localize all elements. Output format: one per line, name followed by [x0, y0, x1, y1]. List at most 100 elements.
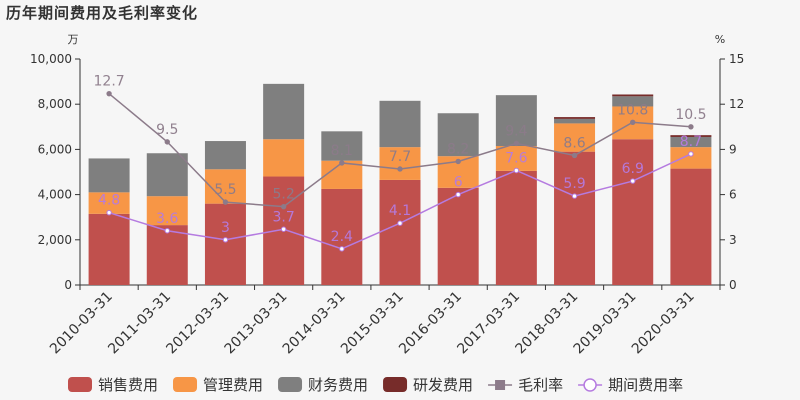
line-point	[222, 199, 229, 205]
bar-segment	[146, 196, 188, 226]
left-tick-label: 10,000	[30, 52, 72, 66]
data-label: 5.2	[273, 187, 295, 203]
legend-label: 毛利率	[518, 376, 563, 394]
legend-label: 期间费用率	[608, 376, 683, 394]
data-label: 9.5	[156, 122, 178, 138]
line-point	[513, 140, 520, 147]
data-label: 10.5	[675, 107, 706, 123]
legend-marker	[495, 380, 506, 390]
legend-label: 财务费用	[308, 376, 368, 394]
bar-segment	[612, 94, 654, 97]
left-tick-label: 2,000	[38, 233, 72, 247]
right-tick-label: 9	[729, 142, 737, 156]
right-tick-label: 15	[729, 52, 744, 66]
bar-segment	[379, 100, 421, 148]
data-label: 4.8	[98, 193, 120, 209]
line-point	[106, 90, 112, 97]
bar-segment	[554, 118, 596, 124]
bar-segment	[379, 147, 421, 180]
bar-segment	[495, 146, 537, 171]
bar-segment	[437, 187, 479, 285]
line-point	[164, 228, 170, 234]
bar-segment	[612, 139, 654, 285]
legend-label: 管理费用	[203, 376, 263, 394]
legend-label: 销售费用	[98, 376, 158, 394]
line-point	[339, 246, 345, 252]
line-point	[280, 203, 287, 210]
left-axis-unit: 万	[68, 33, 79, 46]
data-label: 3.7	[273, 209, 295, 225]
line-point	[164, 139, 170, 145]
right-tick-label: 3	[729, 233, 737, 247]
bar-segment	[321, 131, 363, 161]
legend-marker	[583, 378, 597, 392]
line-point	[688, 151, 694, 157]
left-tick-label: 6,000	[38, 142, 72, 156]
data-label: 5.5	[214, 182, 236, 198]
data-label: 12.7	[94, 74, 125, 90]
data-label: 3.6	[156, 211, 178, 227]
data-label: 8.1	[331, 143, 353, 159]
legend-swatch	[383, 377, 408, 392]
data-label: 9.4	[505, 123, 527, 139]
bar-segment	[554, 151, 596, 285]
legend-swatch	[68, 377, 92, 392]
bar-segment	[263, 139, 305, 177]
line-point	[571, 152, 578, 159]
bar-segment	[88, 158, 130, 193]
left-tick-label: 8,000	[38, 97, 72, 111]
line-point	[339, 160, 345, 166]
line-point	[571, 193, 578, 199]
bar-segment	[612, 96, 654, 107]
data-label: 10.8	[617, 102, 648, 118]
bar-segment	[554, 117, 596, 119]
bar-segment	[88, 213, 130, 285]
data-label: 6	[454, 175, 463, 191]
legend-swatch	[173, 377, 198, 392]
bar-segment	[204, 203, 246, 285]
line-point	[280, 226, 287, 232]
bar-segment	[670, 136, 712, 148]
x-tick-label: 2020-03-31	[629, 289, 698, 358]
bar-segment	[495, 95, 537, 147]
data-label: 2.4	[331, 229, 353, 245]
bar-segment	[146, 225, 188, 285]
chart-title: 历年期间费用及毛利率变化	[6, 4, 199, 22]
data-label: 6.9	[622, 161, 644, 177]
bar-segment	[204, 169, 246, 204]
bar-segment	[379, 179, 421, 285]
line-point	[455, 191, 461, 198]
data-label: 7.6	[505, 150, 527, 166]
data-label: 5.9	[563, 176, 585, 192]
bar-segment	[437, 113, 479, 157]
line-point	[630, 119, 636, 125]
right-tick-label: 6	[729, 188, 737, 202]
line-point	[455, 158, 461, 165]
bar-segment	[263, 83, 305, 140]
data-label: 8.2	[447, 141, 469, 157]
line-point	[513, 167, 520, 174]
bar-segment	[204, 141, 246, 170]
data-label: 8.7	[680, 134, 702, 150]
legend-label: 研发费用	[413, 376, 473, 394]
bar-segment	[670, 135, 712, 137]
left-tick-label: 4,000	[38, 188, 72, 202]
line-point	[106, 209, 112, 216]
line-point	[688, 124, 694, 130]
bar-segment	[88, 192, 130, 214]
left-tick-label: 0	[64, 278, 72, 292]
bar-segment	[670, 147, 712, 169]
line-point	[630, 178, 636, 184]
data-label: 4.1	[389, 203, 411, 219]
legend-swatch	[278, 377, 303, 392]
data-label: 7.7	[389, 149, 411, 165]
right-axis-unit: %	[715, 33, 725, 46]
bar-segment	[321, 188, 363, 285]
bar-segment	[670, 168, 712, 285]
line-point	[397, 166, 403, 172]
bar-segment	[146, 153, 188, 197]
line-point	[222, 237, 229, 243]
bar-segment	[495, 170, 537, 285]
data-label: 3	[221, 220, 230, 236]
